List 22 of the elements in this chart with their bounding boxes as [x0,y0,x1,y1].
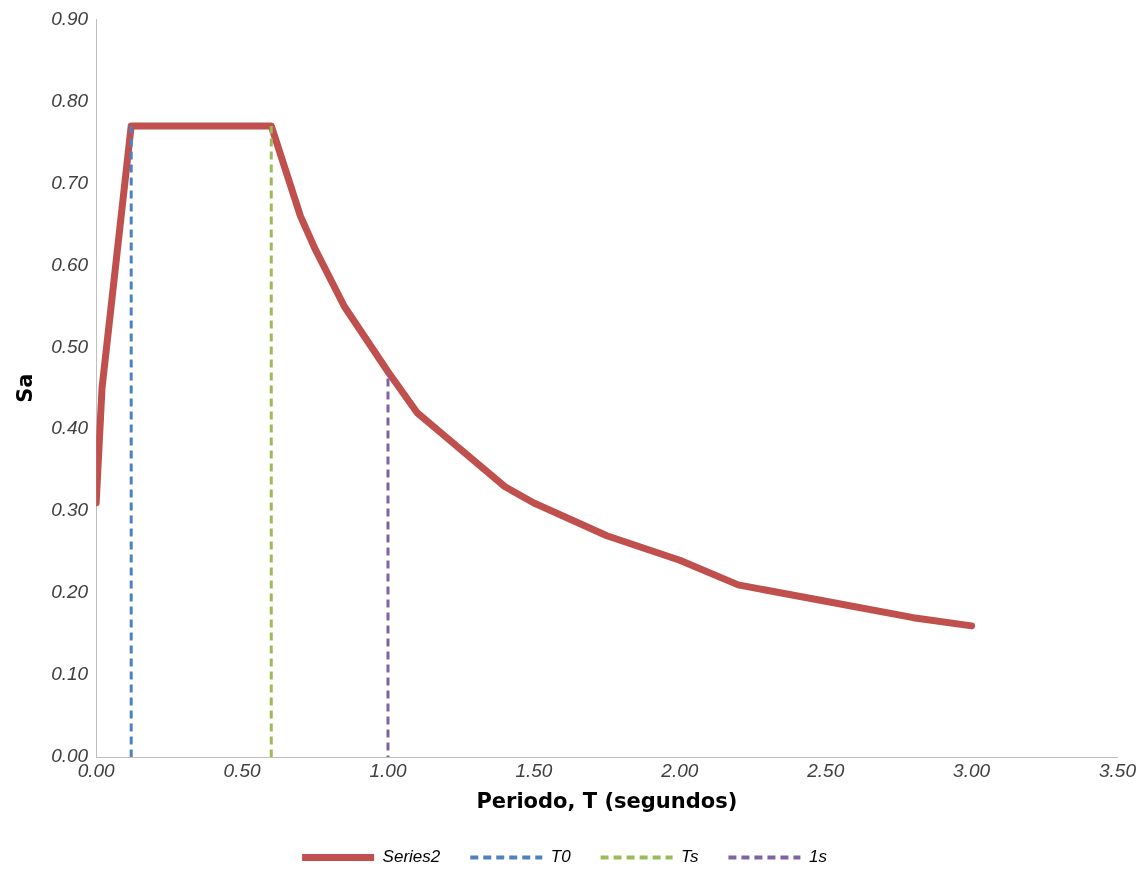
y-tick-label: 0.20 [51,581,89,603]
x-tick-label: 3.00 [953,759,991,781]
y-tick-label: 0.80 [51,89,89,111]
y-tick-label: 0.30 [51,499,89,521]
y-tick-label: 0.10 [51,663,89,685]
y-tick-label: 0.90 [51,7,89,29]
x-tick-label: 2.50 [806,759,845,781]
legend-label: 1s [808,847,828,867]
x-tick-label: 1.50 [515,759,553,781]
x-tick-label: 2.00 [660,759,699,781]
y-axis-title: Sa [13,373,38,403]
x-tick-label: 0.50 [223,759,261,781]
y-tick-label: 0.50 [51,335,89,357]
legend-label: T0 [550,847,572,867]
legend-label: Ts [681,847,699,867]
x-axis-title: Periodo, T (segundos) [476,788,738,813]
y-tick-label: 0.70 [51,171,89,193]
y-tick-label: 0.60 [51,253,89,275]
y-tick-label: 0.40 [51,417,89,439]
x-tick-label: 3.50 [1099,759,1137,781]
x-tick-label: 1.00 [369,759,407,781]
legend-label: Series2 [382,847,441,867]
